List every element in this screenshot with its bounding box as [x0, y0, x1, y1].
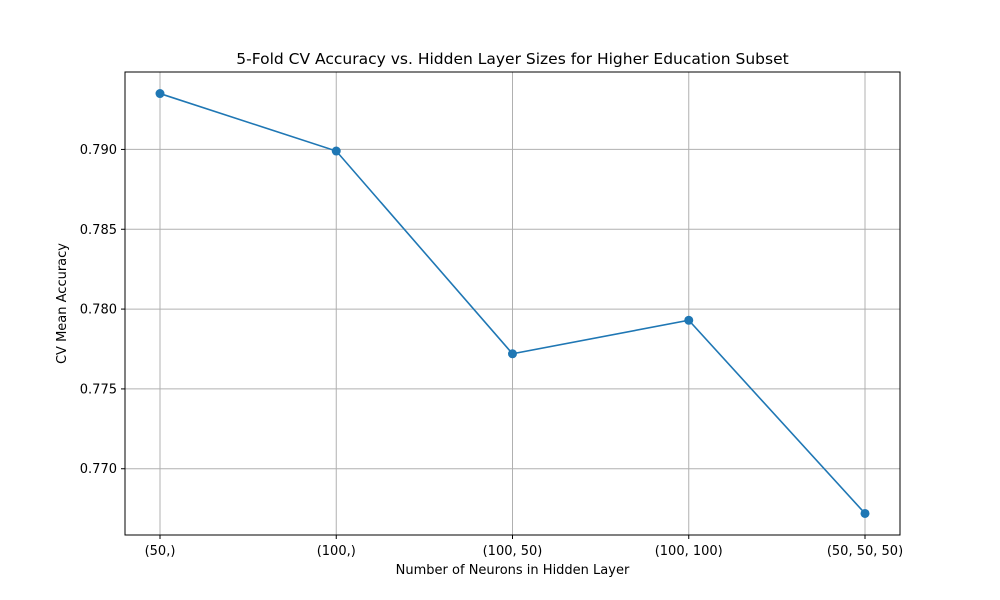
data-point	[508, 349, 517, 359]
data-point	[684, 315, 694, 325]
y-tick-label: 0.780	[80, 303, 117, 318]
x-tick-label: (50, 50, 50)	[827, 544, 903, 559]
y-tick-label: 0.775	[80, 382, 117, 397]
ticks: (50,) (100,) (100, 50) (100, 100) (50, 50, 5…	[80, 143, 903, 559]
y-tick-label: 0.790	[80, 143, 117, 158]
grid	[125, 72, 900, 535]
data-point	[155, 89, 165, 99]
x-axis-label: Number of Neurons in Hidden Layer	[396, 563, 630, 578]
chart-title: 5-Fold CV Accuracy vs. Hidden Layer Size…	[236, 50, 788, 68]
plot-area-frame	[124, 71, 901, 536]
x-tick-label: (100, 100)	[655, 544, 723, 559]
x-tick-label: (100, 50)	[483, 544, 543, 559]
y-tick-label: 0.785	[80, 223, 117, 238]
y-axis-label: CV Mean Accuracy	[55, 243, 70, 364]
y-tick-label: 0.770	[80, 462, 117, 477]
x-tick-label: (50,)	[145, 544, 176, 559]
series	[155, 89, 870, 518]
data-point	[331, 146, 341, 156]
data-point	[860, 508, 870, 518]
x-tick-label: (100,)	[317, 544, 356, 559]
